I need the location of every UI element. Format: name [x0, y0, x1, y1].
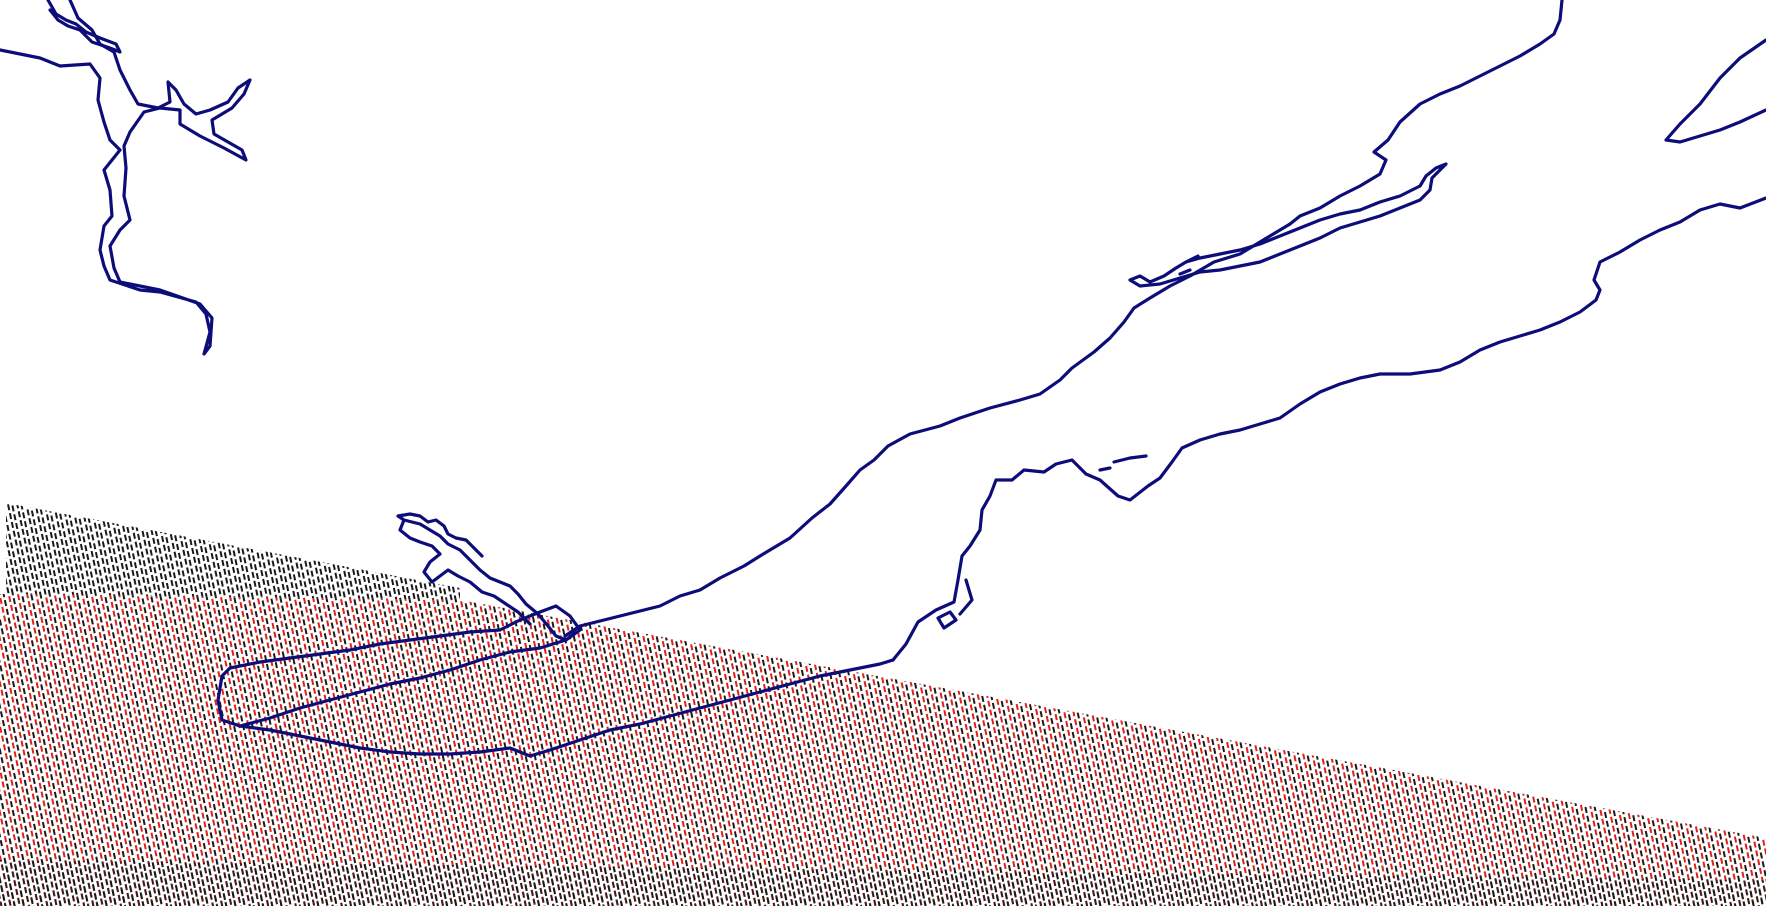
coastline-estuary-south-shore [891, 196, 1766, 662]
footprint-swath-fringe [6, 503, 460, 600]
coastline-fjord-islands [1178, 254, 1200, 276]
coastline-large-island [216, 604, 582, 728]
footprint-swath-edge [0, 860, 1766, 906]
coastline-northeast-peninsula [1664, 38, 1766, 144]
coastline-south-shore-islands [936, 454, 1148, 630]
coastline-river-south [238, 658, 895, 758]
coastline-fjord [1128, 162, 1448, 288]
coastline-river-northwest [0, 0, 252, 356]
coastline-lake-inlet [396, 512, 578, 642]
coastline-estuary-north-shore [563, 0, 1564, 638]
coastline-inlet-north [46, 0, 122, 54]
footprint-swath [0, 594, 1766, 906]
coastline-group [0, 0, 1766, 758]
